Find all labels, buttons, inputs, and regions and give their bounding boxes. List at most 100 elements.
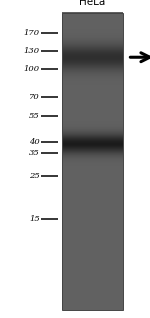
Bar <box>62 247 123 248</box>
Bar <box>62 152 123 154</box>
Bar <box>62 183 123 184</box>
Bar <box>62 67 123 69</box>
Bar <box>62 285 123 286</box>
Bar <box>62 246 123 247</box>
Bar <box>62 234 123 235</box>
Bar <box>62 157 123 158</box>
Bar <box>62 70 123 71</box>
Bar <box>62 14 123 16</box>
Bar <box>62 197 123 198</box>
Bar <box>62 41 123 42</box>
Bar <box>62 75 123 77</box>
Bar <box>62 109 123 110</box>
Bar <box>62 304 123 305</box>
Bar <box>62 25 123 26</box>
Bar <box>62 135 123 136</box>
Bar <box>62 143 123 144</box>
Bar <box>62 54 123 56</box>
Bar <box>62 85 123 86</box>
Bar <box>62 110 123 111</box>
Bar <box>62 158 123 159</box>
Bar <box>62 64 123 65</box>
Bar <box>62 48 123 49</box>
Bar <box>62 190 123 191</box>
Bar <box>62 23 123 24</box>
Bar <box>62 112 123 113</box>
Bar <box>62 97 123 98</box>
Bar <box>62 12 123 13</box>
Bar <box>62 92 123 93</box>
Bar <box>62 256 123 257</box>
Bar <box>62 16 123 17</box>
Bar <box>62 137 123 139</box>
Bar <box>62 290 123 291</box>
Bar <box>62 282 123 283</box>
Bar <box>62 296 123 297</box>
Bar <box>62 228 123 229</box>
Bar <box>62 80 123 81</box>
Bar <box>62 281 123 282</box>
Bar <box>62 277 123 279</box>
Bar <box>62 95 123 96</box>
Bar <box>62 221 123 222</box>
Bar <box>62 245 123 247</box>
Bar <box>62 258 123 259</box>
Bar <box>62 154 123 155</box>
Bar <box>62 170 123 171</box>
Bar <box>62 299 123 301</box>
Bar <box>62 118 123 119</box>
Bar <box>62 172 123 173</box>
Bar <box>62 199 123 200</box>
Bar <box>62 305 123 306</box>
Bar <box>62 79 123 80</box>
Bar <box>62 60 123 62</box>
Bar <box>62 228 123 229</box>
Bar <box>62 304 123 305</box>
Bar <box>62 85 123 86</box>
Bar <box>62 59 123 60</box>
Bar <box>62 224 123 225</box>
Bar <box>62 24 123 25</box>
Bar <box>62 119 123 120</box>
Bar <box>62 87 123 88</box>
Bar <box>62 194 123 195</box>
Bar <box>62 280 123 281</box>
Bar <box>62 88 123 89</box>
Bar <box>62 159 123 160</box>
Bar <box>62 252 123 253</box>
Bar <box>62 292 123 293</box>
Bar <box>62 223 123 225</box>
Bar <box>62 127 123 128</box>
Bar <box>62 23 123 24</box>
Bar <box>62 62 123 64</box>
Bar <box>62 178 123 179</box>
Bar <box>62 289 123 290</box>
Bar <box>62 13 123 14</box>
Bar <box>62 109 123 110</box>
Bar <box>62 157 123 158</box>
Bar <box>62 240 123 241</box>
Bar <box>62 103 123 104</box>
Bar <box>62 84 123 85</box>
Bar <box>62 252 123 254</box>
Bar <box>62 26 123 27</box>
Bar <box>62 58 123 59</box>
Bar <box>62 161 123 162</box>
Bar <box>62 173 123 174</box>
Text: 25: 25 <box>29 172 40 181</box>
Bar <box>62 272 123 273</box>
Bar <box>62 116 123 117</box>
Bar <box>62 76 123 78</box>
Bar <box>62 81 123 82</box>
Bar <box>62 274 123 275</box>
Bar <box>62 300 123 301</box>
Bar <box>62 231 123 232</box>
Bar <box>62 38 123 39</box>
Bar <box>62 255 123 256</box>
Text: 55: 55 <box>29 112 40 120</box>
Bar <box>62 199 123 201</box>
Bar <box>62 99 123 100</box>
Bar <box>62 113 123 114</box>
Bar <box>62 216 123 218</box>
Bar <box>62 203 123 204</box>
